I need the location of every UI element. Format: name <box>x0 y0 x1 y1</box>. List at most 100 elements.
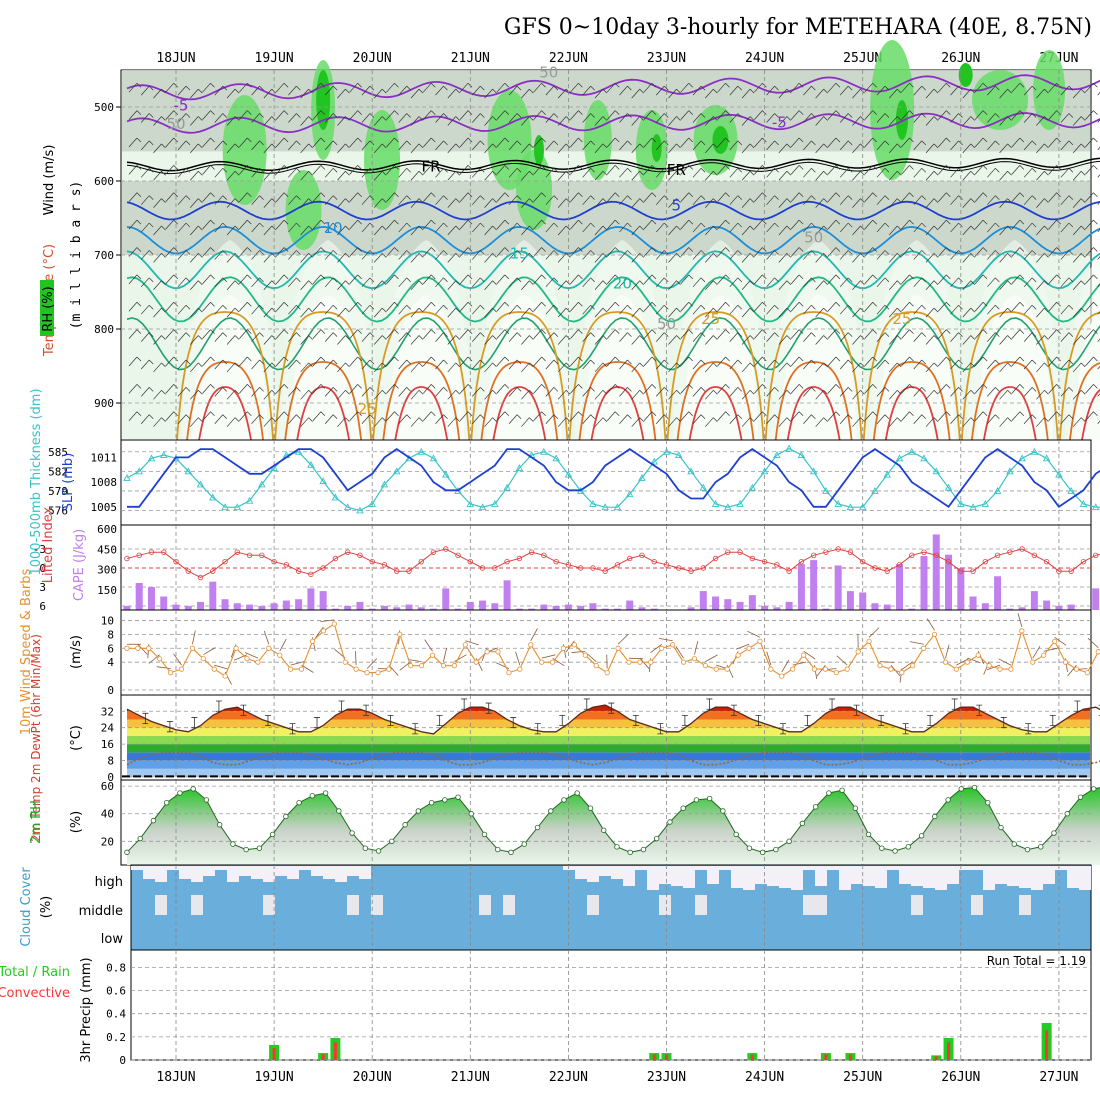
wind-barb <box>508 195 522 205</box>
wind-barb <box>754 247 767 257</box>
wind-barb-10m <box>1067 664 1077 677</box>
rh-marker <box>389 838 395 845</box>
wind-barb <box>974 411 988 421</box>
wind-barb <box>239 110 252 120</box>
wind-barb-10m <box>803 650 816 660</box>
wind-barb <box>778 198 792 208</box>
wind-barb <box>521 390 534 400</box>
wind-barb-10m <box>279 638 287 652</box>
thickness-marker <box>540 447 548 455</box>
wind-barb <box>508 140 522 151</box>
wind-barb <box>705 335 718 345</box>
wind-barb <box>251 140 264 151</box>
wind-barb <box>594 307 608 318</box>
wind-barb <box>349 274 362 285</box>
cloud-high-clear <box>179 866 191 879</box>
y-tick-label: 60 <box>101 780 114 793</box>
cape-bar <box>773 607 781 610</box>
wind-barb <box>422 165 436 175</box>
upper-air-mb-label: (m i l l i b a r s) <box>69 181 84 330</box>
wind-barb <box>803 414 816 424</box>
wind-barb <box>962 390 976 400</box>
wind-barb <box>864 110 877 120</box>
wind-barb <box>888 362 902 373</box>
lifted-index-marker <box>308 571 314 578</box>
lifted-index-marker <box>1056 568 1062 574</box>
wind-barb <box>275 301 289 312</box>
thickness-label: 1000-500mb Thickness (dm) <box>29 388 44 575</box>
wind-barb <box>913 85 926 96</box>
wind-barb <box>754 165 767 175</box>
wind-barb <box>999 335 1012 345</box>
wind-barb <box>435 113 448 123</box>
bottom-date-label: 20JUN <box>353 1070 392 1085</box>
wind-barb <box>852 143 865 154</box>
wind-barb-10m <box>926 618 935 631</box>
thickness-marker <box>245 496 254 504</box>
wind-barb <box>766 222 779 233</box>
wind-barb <box>251 359 264 370</box>
min-max-bar <box>755 714 762 727</box>
wind-barb <box>803 222 816 233</box>
wind-barb <box>606 274 620 285</box>
cloud-high-clear <box>947 866 959 884</box>
wind-barb <box>557 198 571 208</box>
min-max-bar <box>706 698 713 710</box>
wind-barb <box>324 195 338 205</box>
wind-barb <box>165 137 178 148</box>
contour-label: 15 <box>510 245 529 263</box>
wind-barb <box>202 411 215 421</box>
wind-barb-10m <box>617 634 629 645</box>
wind-speed-marker <box>942 659 949 665</box>
wind-barb <box>373 116 387 126</box>
wind-barb <box>312 82 326 93</box>
wind-barb-10m <box>366 658 378 669</box>
wind-barb <box>239 137 252 148</box>
wind-barb <box>570 82 583 93</box>
lifted-index-marker <box>320 565 326 571</box>
y-tick-label: 0 <box>107 684 114 697</box>
y-tick-label: 8 <box>107 628 114 641</box>
wind-barb <box>545 85 559 96</box>
rh-marker <box>826 790 832 796</box>
wind-barb <box>741 335 755 345</box>
wind-barb <box>766 414 779 424</box>
wind-barb <box>901 301 914 312</box>
wind-speed-marker <box>189 645 196 651</box>
wind-barb <box>472 168 485 178</box>
lifted-index-marker <box>786 568 792 574</box>
saturated-patch <box>958 63 973 87</box>
wind-barb <box>459 219 473 230</box>
wind-barb <box>1097 283 1100 288</box>
wind-barb <box>324 222 338 233</box>
wind-barb <box>386 82 399 93</box>
wind-barb <box>876 140 890 151</box>
wind-barb <box>864 411 877 421</box>
wind-barb-10m <box>214 664 228 670</box>
wind-speed-marker <box>1073 666 1080 672</box>
wind-barb <box>447 198 461 208</box>
rh-marker <box>150 817 157 824</box>
wind-barb <box>999 417 1012 427</box>
wind-barb <box>619 140 632 151</box>
cloud-middle-clear <box>1019 895 1031 915</box>
wind-barb <box>606 329 620 339</box>
wind-barb <box>790 219 804 230</box>
wind-barb <box>962 143 976 154</box>
wind-barb <box>484 225 497 236</box>
lifted-index-marker <box>259 552 265 559</box>
wind-barb <box>790 274 804 285</box>
wind-barb <box>410 143 424 154</box>
rh-marker <box>680 805 686 811</box>
wind-barb <box>324 113 338 123</box>
wind-barb <box>140 414 154 424</box>
wind-speed-marker <box>921 645 927 651</box>
wind-barb <box>533 411 546 421</box>
y-tick-label: 20 <box>101 835 114 848</box>
cloud-high-clear <box>959 866 971 870</box>
wind-barb <box>190 307 203 318</box>
cloud-high-clear <box>743 866 755 890</box>
wind-speed-marker <box>910 663 916 669</box>
